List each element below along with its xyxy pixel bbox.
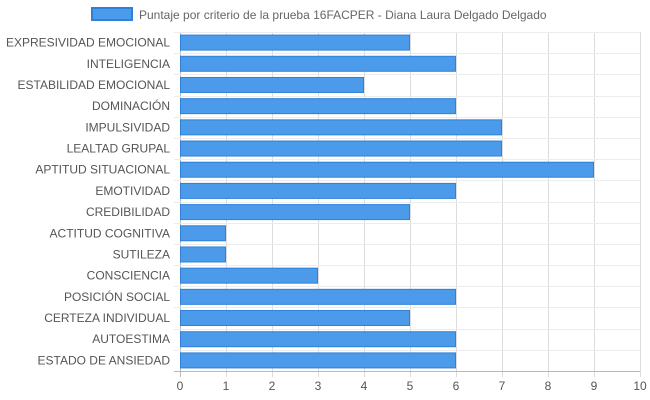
category-label: AUTOESTIMA [92, 332, 170, 346]
grid-lines [174, 32, 641, 377]
bar[interactable] [180, 161, 594, 178]
legend[interactable]: Puntaje por criterio de la prueba 16FACP… [91, 7, 547, 22]
x-tick-label: 6 [453, 379, 460, 393]
bar[interactable] [180, 76, 364, 93]
category-label: LEALTAD GRUPAL [67, 142, 171, 156]
bar[interactable] [180, 267, 318, 284]
legend-swatch[interactable] [91, 7, 133, 21]
bar[interactable] [180, 352, 456, 369]
category-label: CREDIBILIDAD [86, 205, 170, 219]
category-label: INTELIGENCIA [87, 57, 170, 71]
legend-label[interactable]: Puntaje por criterio de la prueba 16FACP… [139, 8, 547, 22]
x-tick-label: 9 [591, 379, 598, 393]
category-label: ACTITUD COGNITIVA [50, 226, 170, 240]
bar[interactable] [180, 331, 456, 348]
bar[interactable] [180, 98, 456, 115]
category-label: EMOTIVIDAD [95, 184, 170, 198]
x-tick-label: 4 [361, 379, 368, 393]
x-tick-labels: 0 1 2 3 4 5 6 7 8 9 10 [177, 379, 647, 393]
category-label: ESTADO DE ANSIEDAD [38, 353, 171, 367]
category-label: DOMINACIÓN [92, 98, 170, 113]
category-label: CERTEZA INDIVIDUAL [44, 311, 170, 325]
x-tick-label: 10 [633, 379, 647, 393]
x-tick-label: 2 [269, 379, 276, 393]
x-tick-label: 7 [499, 379, 506, 393]
category-labels: EXPRESIVIDAD EMOCIONAL INTELIGENCIA ESTABI… [6, 36, 170, 368]
bar[interactable] [180, 119, 502, 136]
bar[interactable] [180, 204, 410, 221]
bars [180, 34, 594, 369]
x-tick-label: 5 [407, 379, 414, 393]
bar[interactable] [180, 310, 410, 327]
bar[interactable] [180, 140, 502, 157]
x-tick-label: 1 [223, 379, 230, 393]
x-tick-label: 0 [177, 379, 184, 393]
bar[interactable] [180, 182, 456, 199]
bar[interactable] [180, 34, 410, 51]
bar[interactable] [180, 225, 226, 242]
category-label: EXPRESIVIDAD EMOCIONAL [6, 36, 170, 50]
bar[interactable] [180, 55, 456, 72]
category-label: IMPULSIVIDAD [85, 120, 170, 134]
bar[interactable] [180, 288, 456, 305]
bar[interactable] [180, 246, 226, 263]
x-tick-label: 3 [315, 379, 322, 393]
category-label: CONSCIENCIA [87, 269, 170, 283]
category-label: ESTABILIDAD EMOCIONAL [18, 78, 171, 92]
x-tick-label: 8 [545, 379, 552, 393]
category-label: SUTILEZA [113, 247, 170, 261]
category-label: APTITUD SITUACIONAL [35, 163, 170, 177]
category-label: POSICIÓN SOCIAL [64, 289, 170, 304]
